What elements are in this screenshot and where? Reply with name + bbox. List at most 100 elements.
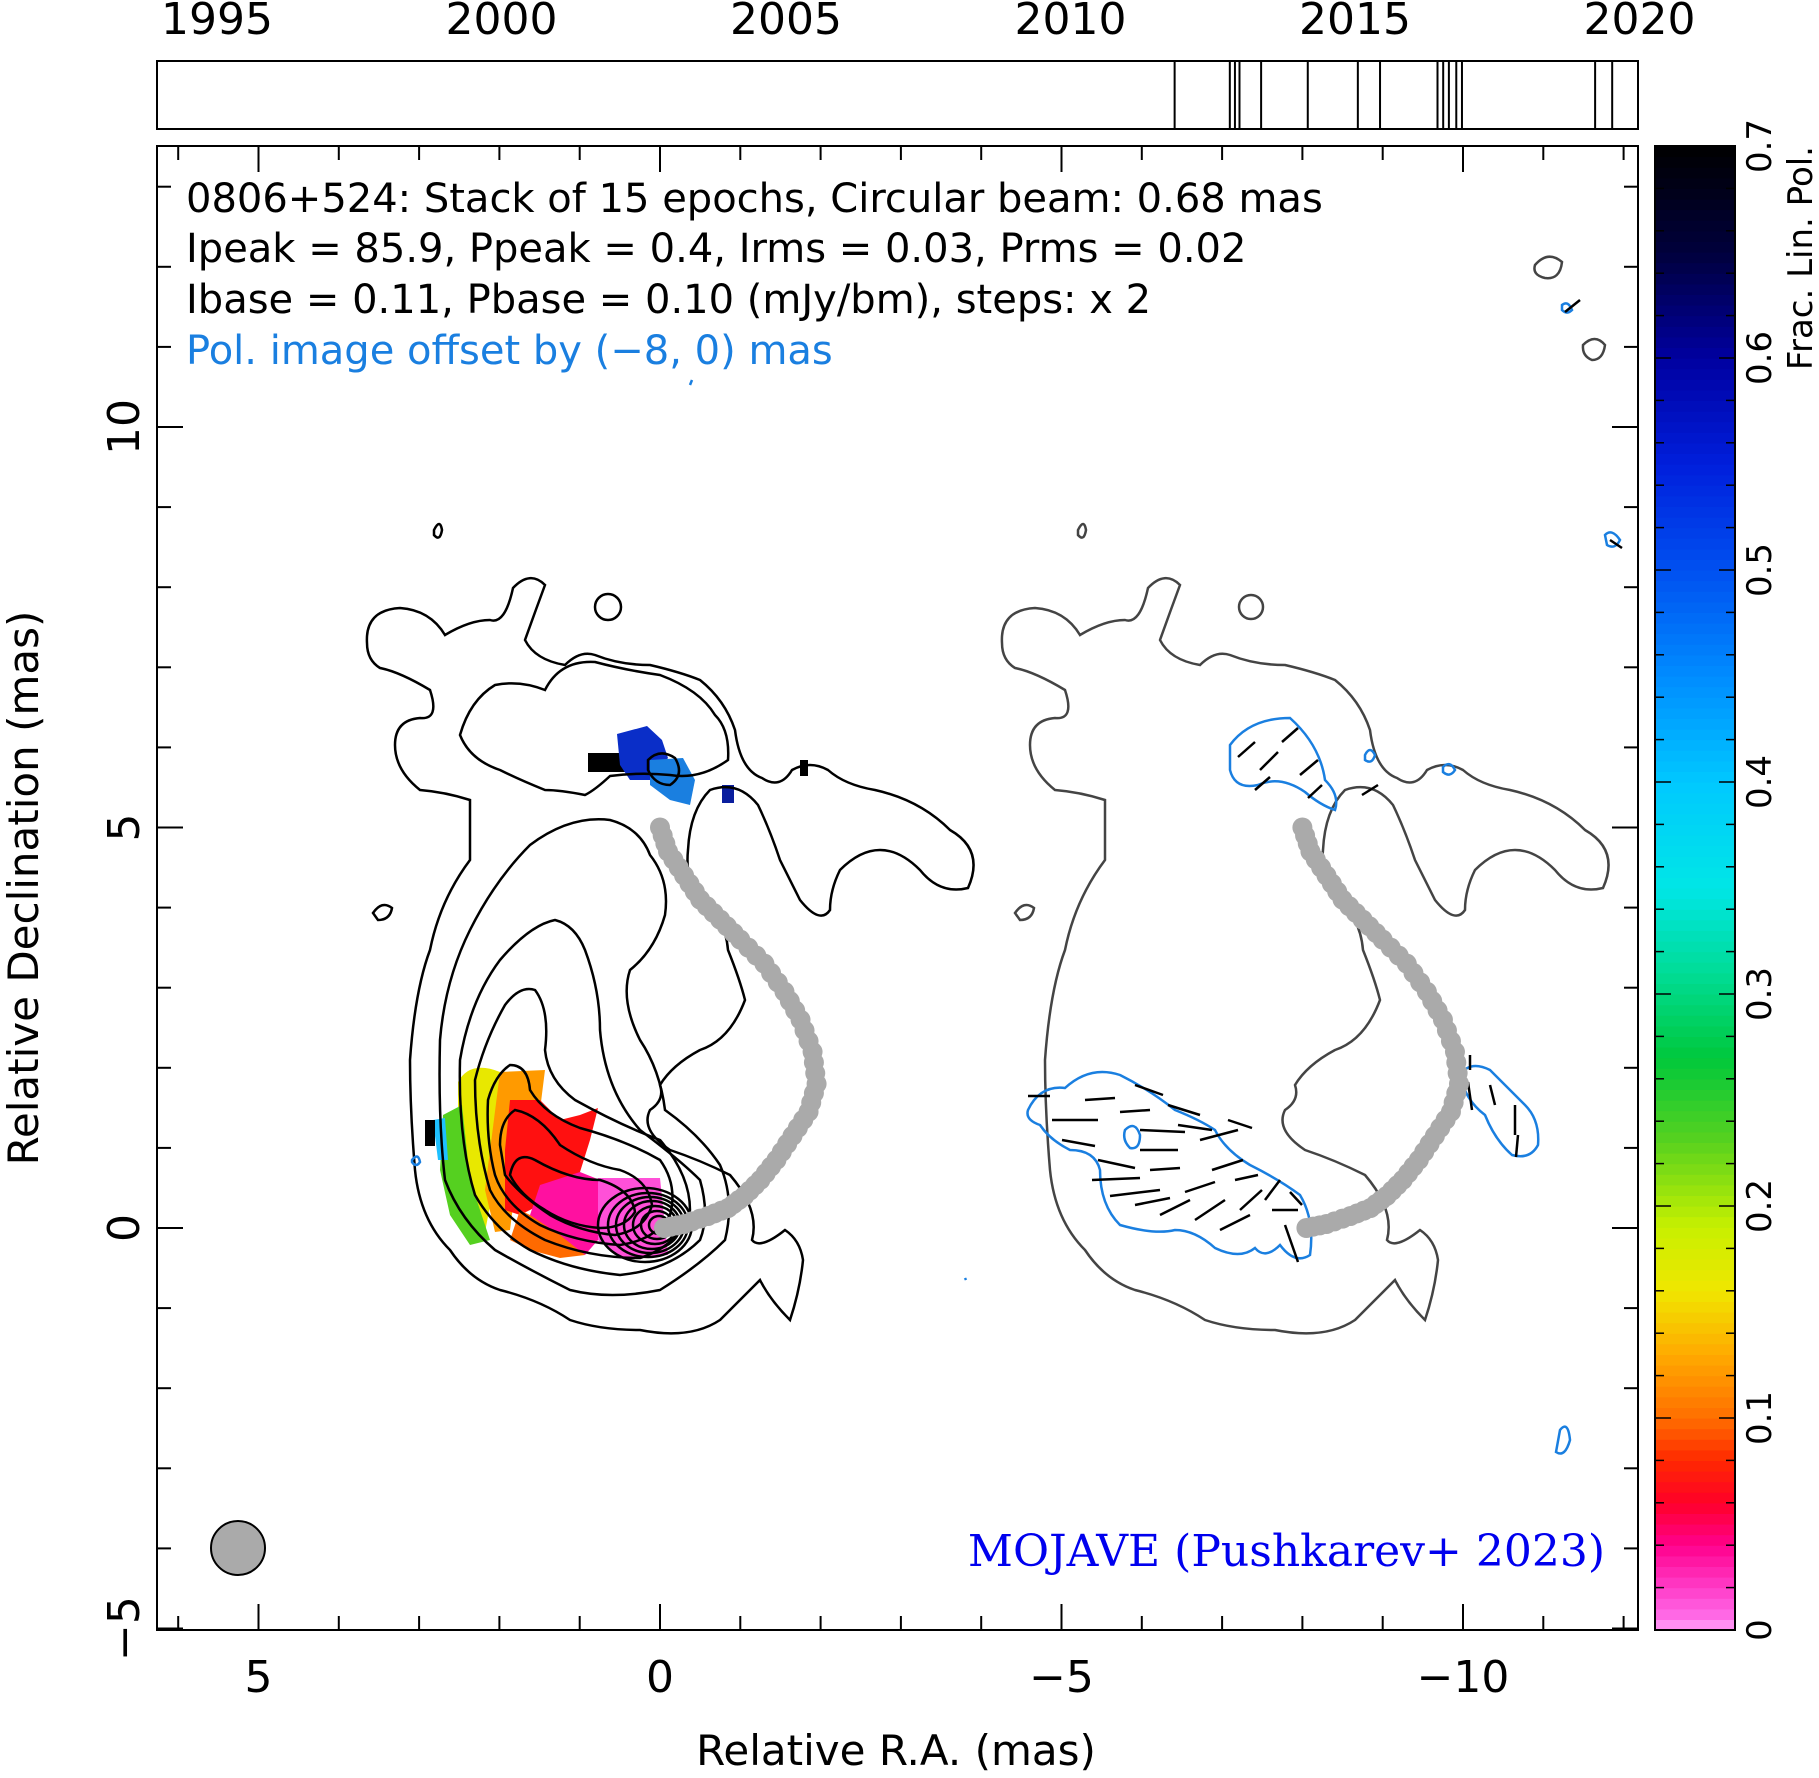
- pol-contour-isolated: [688, 379, 694, 386]
- colorbar-band: [1655, 464, 1735, 476]
- pol-contour-small: [1554, 1425, 1572, 1455]
- colorbar-ticks: 0 0.1 0.2 0.3 0.4 0.5 0.6 0.7: [1655, 119, 1780, 1641]
- x-tick-label: −5: [1029, 1652, 1094, 1703]
- colorbar-band: [1655, 358, 1735, 370]
- pol-panel-outer-contour: [1000, 577, 1610, 1335]
- y-tick-label: −5: [99, 1596, 150, 1661]
- colorbar-band: [1655, 432, 1735, 444]
- colorbar-band: [1655, 262, 1735, 274]
- evpa-stick: [1488, 1084, 1497, 1106]
- colorbar-band: [1655, 188, 1735, 200]
- pol-intensity-contours-left: [410, 379, 968, 1281]
- colorbar-band: [1655, 368, 1735, 380]
- colorbar-band: [1655, 1608, 1735, 1620]
- frac-pol-patch-north: [588, 753, 629, 772]
- contour-north-inner: [458, 660, 730, 797]
- colorbar-band: [1655, 866, 1735, 878]
- colorbar-band: [1655, 1460, 1735, 1472]
- colorbar-band: [1655, 813, 1735, 825]
- colorbar-band: [1655, 1471, 1735, 1483]
- pol-contour-isolated: [410, 1155, 422, 1167]
- colorbar-band: [1655, 1407, 1735, 1419]
- colorbar-band: [1655, 1524, 1735, 1536]
- colorbar-band: [1655, 1534, 1735, 1546]
- pol-contour-isolated: [963, 1277, 968, 1281]
- timeline-epoch-markers: [1173, 61, 1614, 129]
- colorbar-band: [1655, 1354, 1735, 1366]
- colorbar-band: [1655, 782, 1735, 794]
- colorbar-band: [1655, 1078, 1735, 1090]
- colorbar-band: [1655, 559, 1735, 571]
- colorbar-band: [1655, 1396, 1735, 1408]
- colorbar-band: [1655, 230, 1735, 242]
- annotation-line-2: Ipeak = 85.9, Ppeak = 0.4, Irms = 0.03, …: [186, 226, 1246, 272]
- colorbar-frame: [1654, 145, 1736, 1631]
- timeline-frame: [156, 60, 1639, 130]
- evpa-stick: [1061, 1138, 1096, 1148]
- y-tick-label: 10: [99, 399, 150, 455]
- evpa-stick: [1289, 1191, 1303, 1206]
- y-tick-label: 0: [99, 1214, 150, 1242]
- contour-inner-2: [498, 1108, 654, 1237]
- pol-panel-isolated-contour: [1581, 337, 1607, 362]
- evpa-stick: [1259, 751, 1279, 771]
- evpa-stick: [1134, 1083, 1164, 1097]
- colorbar-band: [1655, 962, 1735, 974]
- colorbar-band: [1655, 644, 1735, 656]
- colorbar-band: [1655, 517, 1735, 529]
- contour-mid-2: [458, 918, 707, 1277]
- colorbar-band: [1655, 1068, 1735, 1080]
- colorbar-band: [1655, 1004, 1735, 1016]
- colorbar-band: [1655, 1110, 1735, 1122]
- jet-ridge-line-pol-panel: [1292, 817, 1469, 1238]
- colorbar-tick-label: 0.3: [1740, 967, 1780, 1021]
- colorbar-band: [1655, 1174, 1735, 1186]
- colorbar-band: [1655, 1386, 1735, 1398]
- x-axis-label: Relative R.A. (mas): [696, 1726, 1096, 1775]
- colorbar-band: [1655, 1375, 1735, 1387]
- colorbar-band: [1655, 1280, 1735, 1292]
- colorbar-band: [1655, 1036, 1735, 1048]
- evpa-stick: [1564, 299, 1581, 313]
- colorbar-band: [1655, 1555, 1735, 1567]
- colorbar-band: [1655, 697, 1735, 709]
- colorbar-tick-label: 0.4: [1740, 755, 1780, 809]
- frac-pol-pixel: [722, 785, 734, 803]
- timeline-year-label: 2005: [730, 0, 842, 45]
- evpa-stick: [1211, 1158, 1244, 1172]
- evpa-stick: [1234, 1173, 1259, 1182]
- colorbar-band: [1655, 177, 1735, 189]
- colorbar-band: [1655, 1100, 1735, 1112]
- contour-north-blob: [646, 752, 681, 787]
- plot-frame: [156, 145, 1639, 1631]
- colorbar-band: [1655, 315, 1735, 327]
- annotation-line-4: Pol. image offset by (−8, 0) mas: [186, 328, 833, 374]
- colorbar-band: [1655, 654, 1735, 666]
- colorbar-band: [1655, 1089, 1735, 1101]
- colorbar-band: [1655, 1333, 1735, 1345]
- colorbar-tick-label: 0.1: [1740, 1391, 1780, 1445]
- colorbar-band: [1655, 1449, 1735, 1461]
- colorbar-band: [1655, 1216, 1735, 1228]
- colorbar-band: [1655, 1513, 1735, 1525]
- pol-contour-small: [1441, 762, 1457, 776]
- frac-pol-patch-core-orange-lower: [510, 1210, 585, 1258]
- colorbar-tick-label: 0.7: [1740, 119, 1780, 173]
- colorbar-band: [1655, 421, 1735, 433]
- timeline-year-label: 2000: [446, 0, 558, 45]
- colorbar-band: [1655, 400, 1735, 412]
- frac-pol-patch-core-green: [440, 1105, 490, 1245]
- colorbar-band: [1655, 1619, 1735, 1631]
- evpa-stick: [1283, 1224, 1300, 1263]
- colorbar-band: [1655, 707, 1735, 719]
- colorbar-gradient: [1655, 146, 1735, 1631]
- y-axis-label: Relative Declination (mas): [0, 611, 48, 1166]
- colorbar-tick-label: 0.6: [1740, 331, 1780, 385]
- colorbar-band: [1655, 146, 1735, 158]
- contour-mid-1: [438, 818, 731, 1297]
- pol-panel-isolated-contour: [1237, 593, 1265, 621]
- colorbar-band: [1655, 294, 1735, 306]
- colorbar-band: [1655, 1131, 1735, 1143]
- colorbar-band: [1655, 718, 1735, 730]
- colorbar-band: [1655, 1502, 1735, 1514]
